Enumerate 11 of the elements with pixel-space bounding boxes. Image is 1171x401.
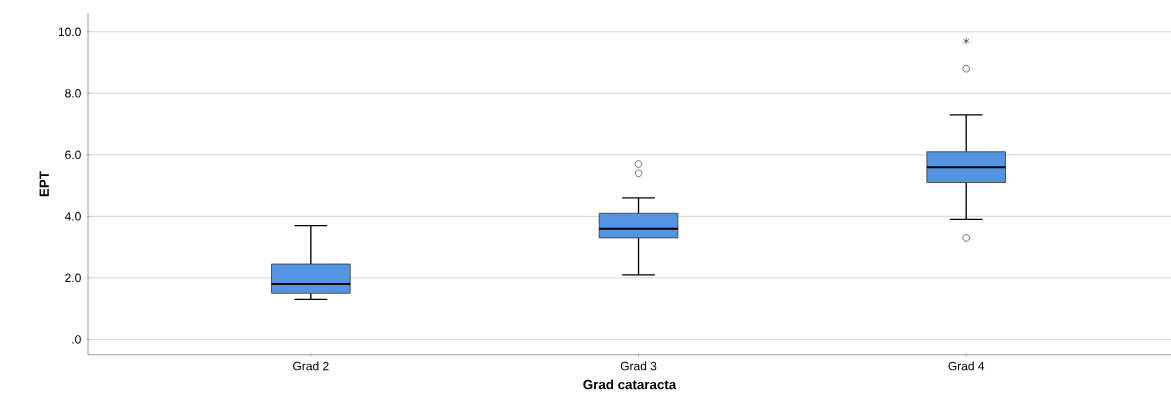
y-tick-label: 8.0 bbox=[65, 88, 81, 98]
x-tick-label: Grad 2 bbox=[293, 361, 329, 371]
x-tick-label: Grad 4 bbox=[948, 361, 985, 371]
y-tick-label: 2.0 bbox=[65, 273, 81, 282]
y-tick-label: 10.0 bbox=[58, 27, 81, 36]
x-tick-label: Grad 3 bbox=[620, 361, 657, 371]
y-tick-label: .0 bbox=[72, 334, 81, 344]
y-tick-label: 4.0 bbox=[64, 211, 81, 221]
x-axis-title: Grad cataracta bbox=[583, 379, 677, 390]
y-tick-label: 6.0 bbox=[65, 150, 81, 159]
y-axis-title: EPT bbox=[39, 171, 49, 196]
